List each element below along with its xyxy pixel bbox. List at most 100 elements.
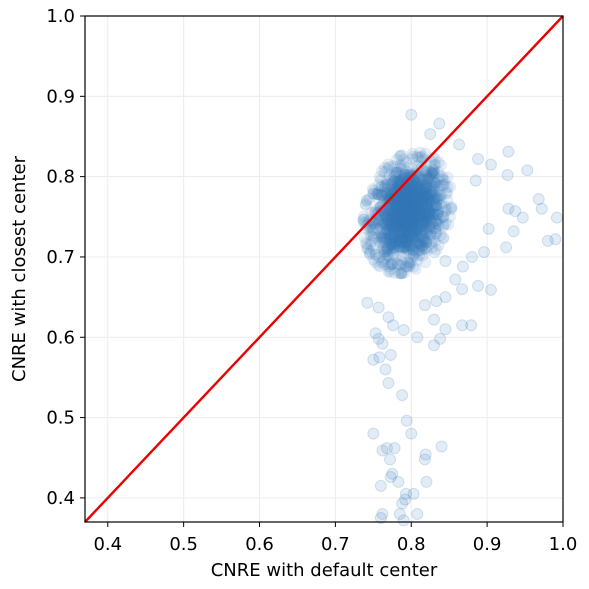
data-point	[388, 219, 401, 232]
data-point	[419, 256, 432, 269]
outlier-points	[361, 108, 563, 527]
data-point	[409, 182, 422, 195]
data-point	[421, 212, 434, 225]
data-point	[403, 259, 416, 272]
data-point	[375, 180, 388, 193]
data-point	[396, 230, 409, 243]
data-point	[395, 203, 408, 216]
data-point	[415, 196, 428, 209]
data-point	[408, 226, 421, 239]
data-point	[385, 207, 398, 220]
data-point	[428, 196, 441, 209]
data-point	[412, 211, 425, 224]
data-point	[397, 196, 410, 209]
data-point	[386, 258, 399, 271]
data-point	[395, 149, 408, 162]
data-point	[388, 241, 401, 254]
data-point	[384, 229, 397, 242]
data-point	[381, 248, 394, 261]
data-point	[376, 217, 389, 230]
data-point	[399, 222, 412, 235]
data-point	[456, 283, 469, 296]
data-point	[379, 205, 392, 218]
data-point	[378, 253, 391, 266]
data-point	[394, 236, 407, 249]
data-point	[380, 213, 393, 226]
data-point	[436, 170, 449, 183]
data-point	[386, 192, 399, 205]
data-point	[432, 239, 445, 252]
data-point	[398, 219, 411, 232]
data-point	[399, 178, 412, 191]
data-point	[414, 197, 427, 210]
data-point	[430, 214, 443, 227]
data-point	[428, 176, 441, 189]
data-point	[393, 213, 406, 226]
data-point	[394, 240, 407, 253]
data-point	[472, 152, 485, 165]
data-point	[416, 210, 429, 223]
data-point	[394, 216, 407, 229]
data-point	[387, 207, 400, 220]
data-point	[417, 192, 430, 205]
data-point	[425, 229, 438, 242]
x-tick-label: 0.5	[169, 534, 198, 555]
data-point	[478, 246, 491, 259]
data-point	[405, 161, 418, 174]
data-point	[402, 204, 415, 217]
data-point	[427, 164, 440, 177]
data-point	[380, 210, 393, 223]
data-point	[419, 179, 432, 192]
data-point	[391, 224, 404, 237]
data-point	[393, 170, 406, 183]
data-point	[484, 158, 497, 171]
data-point	[431, 208, 444, 221]
data-point	[406, 211, 419, 224]
data-point	[369, 255, 382, 268]
data-point	[395, 184, 408, 197]
data-point	[364, 238, 377, 251]
data-point	[420, 197, 433, 210]
data-point	[397, 241, 410, 254]
data-point	[391, 197, 404, 210]
data-point	[402, 213, 415, 226]
data-point	[401, 196, 414, 209]
data-point	[415, 192, 428, 205]
data-point	[390, 204, 403, 217]
data-point	[374, 181, 387, 194]
data-point	[413, 237, 426, 250]
data-point	[409, 224, 422, 237]
data-point	[383, 231, 396, 244]
data-point	[407, 214, 420, 227]
data-point	[413, 190, 426, 203]
data-point	[405, 243, 418, 256]
data-point	[387, 223, 400, 236]
data-point	[402, 197, 415, 210]
data-point	[377, 209, 390, 222]
data-point	[402, 201, 415, 214]
data-point	[396, 220, 409, 233]
data-point	[419, 207, 432, 220]
data-point	[388, 196, 401, 209]
data-point	[405, 215, 418, 228]
data-point	[394, 226, 407, 239]
data-point	[398, 168, 411, 181]
data-point	[397, 220, 410, 233]
data-point	[390, 211, 403, 224]
data-point	[425, 225, 438, 238]
data-point	[417, 212, 430, 225]
data-point	[387, 214, 400, 227]
data-point	[406, 233, 419, 246]
data-point	[386, 211, 399, 224]
data-point	[418, 200, 431, 213]
data-point	[401, 199, 414, 212]
data-point	[395, 267, 408, 280]
data-point	[375, 245, 388, 258]
data-point	[383, 204, 396, 217]
data-point	[423, 213, 436, 226]
data-point	[392, 209, 405, 222]
data-point	[419, 147, 432, 160]
data-point	[375, 231, 388, 244]
data-point	[432, 219, 445, 232]
data-point	[410, 250, 423, 263]
